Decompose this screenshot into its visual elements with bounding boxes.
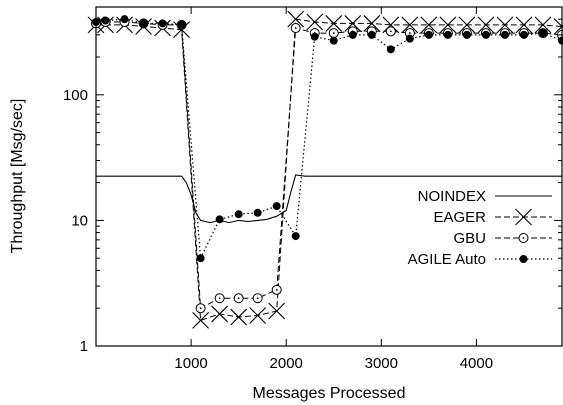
y-tick-label: 10: [71, 212, 88, 229]
x-axis-label: Messages Processed: [253, 385, 406, 402]
data-point-eager: [230, 308, 248, 326]
plot-frame: [95, 6, 563, 347]
data-point-agile-auto: [424, 30, 433, 39]
y-tick-label: 1: [80, 338, 88, 355]
data-point-eager: [458, 16, 476, 34]
data-point-agile-auto: [405, 34, 414, 43]
data-point-eager: [325, 15, 343, 32]
data-point-agile-auto: [443, 30, 452, 39]
data-point-eager: [382, 16, 400, 34]
legend-label-noindex: NOINDEX: [418, 188, 486, 205]
data-point-agile-auto: [367, 30, 376, 39]
data-point-agile-auto: [538, 29, 547, 38]
series-line-noindex: [96, 174, 562, 224]
y-axis-label: Throughput [Msg/sec]: [9, 99, 26, 254]
data-point-agile-auto: [120, 15, 129, 24]
data-point-gbu: [214, 293, 225, 304]
legend-label-agile-auto: AGILE Auto: [408, 251, 486, 268]
series-layer: [96, 18, 562, 322]
data-point-agile-auto: [386, 45, 395, 54]
data-point-agile-auto: [310, 32, 319, 41]
series-line-eager: [96, 18, 562, 322]
data-point-agile-auto: [519, 30, 528, 39]
data-point-eager: [344, 15, 362, 32]
data-point-eager: [306, 13, 324, 31]
data-point-eager: [249, 307, 267, 324]
data-point-eager: [401, 16, 419, 34]
data-point-eager: [363, 15, 381, 32]
data-point-eager: [192, 311, 210, 329]
data-point-agile-auto: [348, 30, 357, 39]
data-point-eager: [477, 16, 495, 34]
legend-label-gbu: GBU: [453, 230, 486, 247]
x-tick-label: 3000: [365, 355, 398, 372]
tick-label-layer: 1000 2000 3000 4000 1 10 100: [63, 87, 493, 372]
data-point-gbu: [252, 293, 263, 304]
series-line-agile-auto: [96, 18, 562, 261]
data-point-agile-auto: [329, 36, 338, 45]
data-point-agile-auto: [177, 20, 186, 29]
data-point-agile-auto: [500, 30, 509, 39]
data-point-gbu: [328, 28, 339, 39]
data-point-agile-auto: [215, 215, 224, 224]
data-point-gbu: [233, 293, 244, 304]
data-point-eager: [515, 16, 533, 34]
data-point-agile-auto: [234, 210, 243, 219]
data-point-agile-auto: [196, 254, 205, 263]
data-point-agile-auto: [101, 16, 110, 25]
data-point-agile-auto: [139, 19, 148, 28]
y-tick-label: 100: [63, 87, 88, 104]
data-point-eager: [439, 16, 457, 34]
data-point-eager: [287, 10, 305, 28]
data-point-agile-auto: [481, 30, 490, 39]
data-point-agile-auto: [272, 202, 281, 211]
series-line-gbu: [96, 21, 562, 310]
legend-marker-gbu: [518, 233, 529, 243]
legend-marker-agile-auto: [519, 255, 528, 263]
legend-marker-eager: [515, 208, 532, 226]
tick-layer: [96, 6, 562, 347]
x-tick-label: 1000: [174, 355, 207, 372]
data-point-agile-auto: [253, 208, 262, 217]
legend: NOINDEX EAGER GBU AGILE Auto: [408, 188, 552, 268]
data-point-agile-auto: [158, 19, 167, 28]
data-point-eager: [496, 16, 514, 34]
data-point-gbu: [290, 23, 301, 34]
legend-label-eager: EAGER: [433, 209, 486, 226]
x-tick-label: 2000: [270, 355, 303, 372]
data-point-eager: [420, 16, 438, 34]
data-point-gbu: [271, 284, 282, 295]
data-point-agile-auto: [291, 232, 300, 241]
data-point-eager: [211, 305, 229, 323]
data-point-gbu: [385, 26, 396, 37]
data-point-eager: [268, 302, 286, 320]
marker-layer: [87, 10, 563, 329]
data-point-gbu: [195, 303, 206, 314]
data-point-agile-auto: [462, 30, 471, 39]
data-point-eager: [534, 16, 552, 34]
x-tick-label: 4000: [460, 355, 493, 372]
